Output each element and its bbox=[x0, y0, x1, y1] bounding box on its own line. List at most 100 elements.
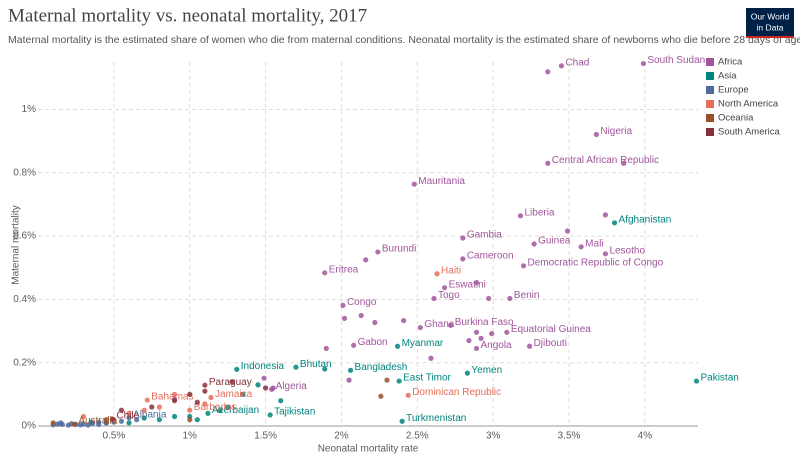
point bbox=[225, 404, 231, 410]
x-tick-label: 2% bbox=[334, 431, 349, 442]
point bbox=[405, 392, 411, 398]
point bbox=[396, 378, 402, 384]
point bbox=[202, 401, 208, 407]
point-label: Mauritania bbox=[418, 176, 465, 187]
y-tick-label: 0.6% bbox=[13, 231, 36, 242]
point-label: Haiti bbox=[441, 265, 461, 276]
point bbox=[141, 415, 147, 421]
point-label: Nigeria bbox=[600, 126, 632, 137]
point-label: Togo bbox=[438, 290, 460, 301]
point bbox=[194, 417, 200, 423]
point-label: Djibouti bbox=[534, 338, 567, 349]
point-label: Mali bbox=[585, 238, 603, 249]
point bbox=[134, 417, 140, 423]
point bbox=[378, 393, 384, 399]
point bbox=[466, 337, 472, 344]
point bbox=[267, 412, 273, 418]
point bbox=[205, 410, 211, 416]
logo-box bbox=[746, 8, 794, 38]
point bbox=[621, 160, 627, 166]
legend-swatch bbox=[706, 100, 714, 108]
point bbox=[278, 398, 284, 404]
point bbox=[341, 315, 348, 321]
point-label: Albania bbox=[133, 409, 167, 420]
point bbox=[109, 416, 115, 422]
y-tick-label: 1% bbox=[22, 104, 37, 115]
logo-stripe bbox=[746, 36, 794, 38]
point bbox=[489, 330, 495, 337]
point-label: South Sudan bbox=[647, 55, 705, 66]
point bbox=[208, 394, 214, 401]
point-label: Chile bbox=[116, 411, 139, 422]
point-label: Barbados bbox=[194, 402, 237, 413]
point bbox=[602, 251, 609, 257]
point-label: Tajikistan bbox=[274, 407, 315, 418]
point bbox=[156, 404, 162, 410]
point bbox=[384, 377, 390, 383]
point bbox=[194, 399, 200, 405]
point bbox=[90, 420, 96, 427]
x-tick-label: 1% bbox=[182, 431, 197, 442]
point bbox=[141, 407, 147, 413]
point-label: Dominican Republic bbox=[412, 387, 501, 398]
point-label: Algeria bbox=[276, 381, 308, 392]
point bbox=[517, 213, 524, 219]
point bbox=[255, 382, 261, 388]
point-label: Indonesia bbox=[241, 361, 285, 372]
point bbox=[323, 345, 329, 352]
point bbox=[411, 181, 417, 187]
point bbox=[593, 131, 599, 138]
point bbox=[486, 295, 492, 302]
point bbox=[126, 415, 132, 421]
point bbox=[473, 329, 480, 335]
point bbox=[50, 420, 56, 426]
point bbox=[171, 413, 178, 420]
point bbox=[545, 160, 551, 166]
logo-text: Our World bbox=[751, 11, 790, 21]
point bbox=[434, 271, 440, 277]
point-label: Benin bbox=[514, 290, 540, 301]
point bbox=[558, 63, 565, 69]
point bbox=[202, 382, 208, 388]
point bbox=[431, 295, 437, 302]
point bbox=[171, 398, 178, 404]
point bbox=[187, 407, 193, 413]
point-label: Chad bbox=[565, 57, 589, 68]
point-label: Lesotho bbox=[609, 245, 645, 256]
point bbox=[80, 421, 87, 427]
point bbox=[103, 417, 109, 423]
point bbox=[187, 417, 193, 423]
point bbox=[473, 280, 480, 286]
point bbox=[229, 379, 235, 385]
x-tick-label: 1.5% bbox=[254, 431, 277, 442]
point-label: Ghana bbox=[424, 319, 454, 330]
point bbox=[202, 388, 208, 394]
y-axis-label: Maternal mortality bbox=[11, 205, 22, 284]
point-label: Gabon bbox=[358, 337, 388, 348]
legend-label: Europe bbox=[718, 85, 749, 96]
x-tick-label: 2.5% bbox=[406, 431, 429, 442]
point bbox=[460, 256, 466, 262]
point-label: Cameroon bbox=[467, 251, 514, 262]
point bbox=[347, 367, 354, 373]
point bbox=[520, 263, 527, 269]
point bbox=[261, 375, 267, 381]
point-label: Democratic Republic of Congo bbox=[528, 257, 664, 268]
legend-swatch bbox=[706, 58, 714, 66]
legend-label: Oceania bbox=[718, 113, 754, 124]
point-label: Yemen bbox=[471, 365, 502, 376]
y-tick-label: 0.8% bbox=[13, 167, 36, 178]
point bbox=[58, 420, 64, 426]
point bbox=[240, 391, 246, 397]
point bbox=[234, 366, 240, 372]
point bbox=[340, 302, 346, 309]
point bbox=[564, 228, 571, 234]
point-label: Gambia bbox=[467, 230, 502, 241]
point bbox=[375, 249, 381, 255]
point bbox=[417, 324, 423, 331]
point bbox=[526, 343, 533, 349]
point bbox=[545, 69, 551, 75]
point bbox=[399, 418, 405, 424]
point bbox=[478, 335, 484, 341]
point-label: Bahamas bbox=[151, 392, 193, 403]
